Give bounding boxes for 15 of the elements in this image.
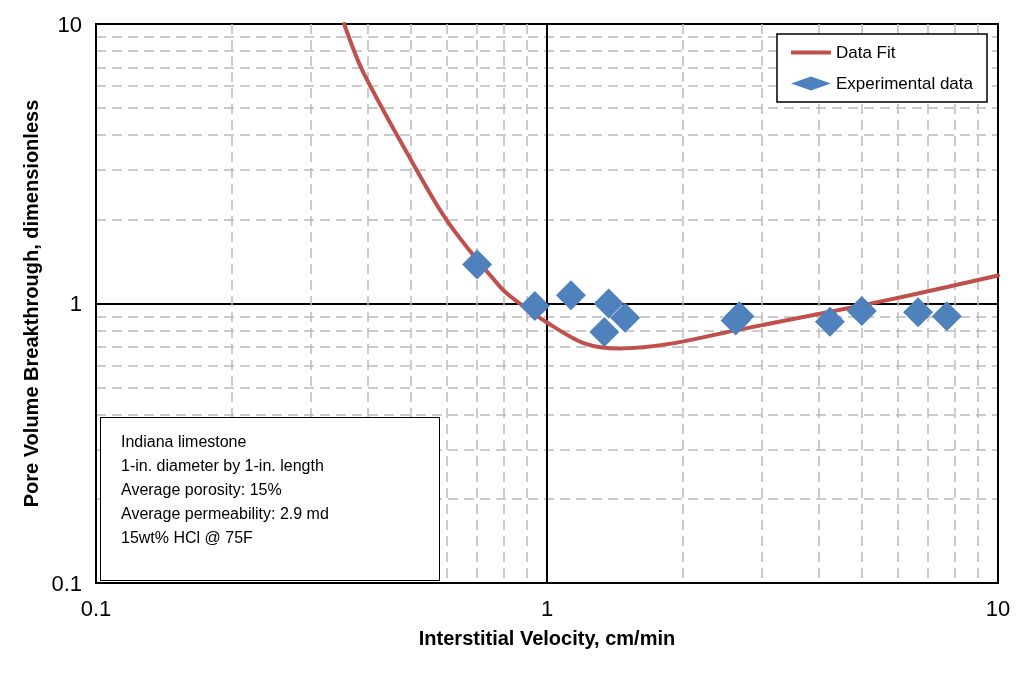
annotation: 15wt% HCl @ 75F xyxy=(121,528,254,548)
y-tick-label: 10 xyxy=(57,11,82,37)
legend-label: Data Fit xyxy=(835,43,896,62)
legend-label: Experimental data xyxy=(835,74,974,93)
y-tick-label: 1 xyxy=(69,291,82,316)
annotation: Average permeability: 2.9 md xyxy=(121,504,330,524)
annotation: Indiana limestone xyxy=(121,432,248,452)
x-axis-title: Interstitial Velocity, cm/min xyxy=(418,627,676,649)
y-axis-title: Pore Volume Breakthrough, dimensionless xyxy=(19,99,42,508)
x-tick-label: 0.1 xyxy=(80,595,112,621)
y-tick-label: 0.1 xyxy=(51,570,82,596)
x-tick-label: 10 xyxy=(985,595,1011,621)
x-tick-label: 1 xyxy=(540,595,554,621)
annotation: Average porosity: 15% xyxy=(121,480,283,500)
annotation: 1-in. diameter by 1-in. length xyxy=(121,456,325,476)
